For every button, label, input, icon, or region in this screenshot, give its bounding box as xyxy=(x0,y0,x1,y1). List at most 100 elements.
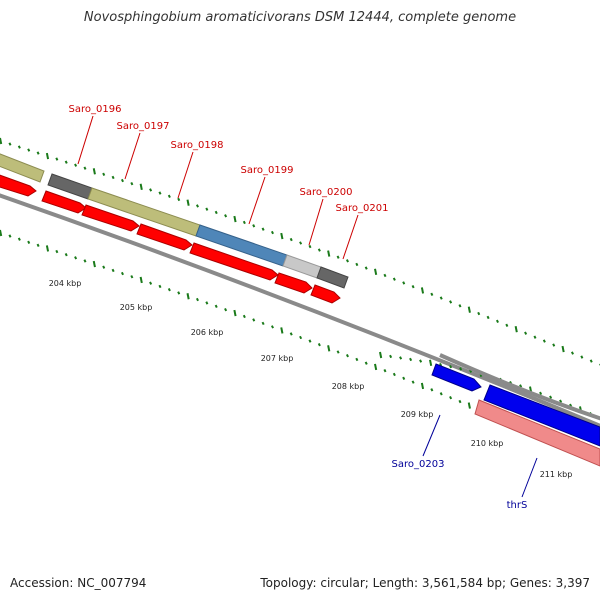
gene-label-saro-0201[interactable]: Saro_0201 xyxy=(336,203,389,214)
gene-labels: Saro_0196 Saro_0197 Saro_0198 Saro_0199 … xyxy=(69,104,528,511)
scale-tick xyxy=(242,314,246,319)
scale-tick xyxy=(458,304,462,308)
scale-tick xyxy=(439,392,443,396)
scale-tick xyxy=(449,300,453,304)
scale-tick xyxy=(195,204,199,208)
scale-tick xyxy=(17,145,21,149)
gene-label-thrs[interactable]: thrS xyxy=(507,500,528,511)
scale-tick xyxy=(402,376,406,380)
scale-tick xyxy=(120,271,124,276)
scale-tick xyxy=(379,351,383,359)
cds-arrow-saro-0199 xyxy=(189,242,279,281)
scale-tick xyxy=(252,318,256,322)
accession-text: Accession: NC_007794 xyxy=(10,576,147,590)
scale-tick xyxy=(420,287,425,294)
scale-tick xyxy=(364,266,368,270)
scale-tick xyxy=(233,309,237,317)
scale-tick xyxy=(8,234,12,238)
scale-tick xyxy=(355,262,359,267)
scale-tick xyxy=(167,287,171,292)
scale-tick xyxy=(280,232,284,240)
scale-tick xyxy=(374,268,378,275)
leader-saro-0197 xyxy=(124,132,141,180)
gene-label-saro-0203[interactable]: Saro_0203 xyxy=(392,459,445,470)
leader-saro-0203 xyxy=(422,414,441,457)
scale-tick xyxy=(111,268,115,273)
feature-bar-saro-0201 xyxy=(316,266,349,289)
cds-arrow-saro-0198 xyxy=(136,223,193,251)
scale-tick xyxy=(430,388,434,392)
scale-tick xyxy=(74,256,78,260)
scale-tick xyxy=(420,382,425,390)
scale-tick xyxy=(505,323,509,327)
scale-tick xyxy=(261,227,265,231)
scale-tick xyxy=(214,304,218,308)
scale-tick xyxy=(419,359,423,363)
scale-tick xyxy=(336,350,340,354)
feature-bar-olive-left xyxy=(0,153,45,183)
leader-saro-0198 xyxy=(177,151,194,199)
scale-tick xyxy=(83,166,87,170)
scale-tick xyxy=(467,306,471,313)
scale-tick xyxy=(0,137,3,145)
scale-tick xyxy=(449,395,453,400)
scale-tick xyxy=(495,319,499,324)
scale-tick xyxy=(374,363,378,371)
scale-tick xyxy=(186,199,190,206)
cds-arrow-saro-0197 xyxy=(81,204,140,232)
scale-tick xyxy=(280,327,284,334)
gene-label-saro-0198[interactable]: Saro_0198 xyxy=(171,140,224,151)
gene-label-saro-0196[interactable]: Saro_0196 xyxy=(69,104,122,115)
scale-tick xyxy=(83,259,87,263)
scale-tick xyxy=(177,291,181,295)
scale-tick xyxy=(355,357,359,362)
scale-tick xyxy=(402,281,406,285)
scale-tick xyxy=(561,345,565,353)
scale-tick xyxy=(392,372,396,377)
scale-tick xyxy=(409,357,413,362)
scale-tick xyxy=(120,178,124,183)
scale-tick xyxy=(27,148,31,152)
cds-arrow-saro-0203 xyxy=(431,363,482,392)
scale-tick xyxy=(289,237,293,242)
scale-tick xyxy=(252,224,256,228)
scale-tick xyxy=(411,380,415,384)
scale-tick xyxy=(130,275,134,279)
gene-label-saro-0200[interactable]: Saro_0200 xyxy=(300,187,353,198)
scale-tick xyxy=(459,367,463,371)
scale-tick xyxy=(45,245,50,252)
leader-saro-0200 xyxy=(308,198,324,246)
genome-summary-text: Topology: circular; Length: 3,561,584 bp… xyxy=(260,576,590,590)
scale-tick xyxy=(130,181,134,186)
scale-tick xyxy=(519,384,523,388)
scale-tick xyxy=(149,188,153,192)
scale-tick xyxy=(195,297,199,302)
scale-tick xyxy=(111,175,115,180)
gene-label-saro-0199[interactable]: Saro_0199 xyxy=(241,165,294,176)
scale-tick xyxy=(270,325,274,329)
genome-backbone xyxy=(0,193,600,428)
scale-tick xyxy=(92,260,96,268)
scale-tick xyxy=(345,259,349,263)
scale-tick xyxy=(233,215,237,223)
scale-tick xyxy=(139,183,143,190)
scale-tick xyxy=(524,331,528,335)
scale-tick xyxy=(477,311,481,316)
cds-track-red xyxy=(0,174,341,304)
scale-tick xyxy=(399,356,403,360)
leader-saro-0196 xyxy=(77,115,94,165)
scale-tick xyxy=(570,351,574,355)
scale-tick xyxy=(177,197,181,202)
scale-tick xyxy=(580,355,584,359)
leader-saro-0201 xyxy=(342,214,359,260)
scale-tick xyxy=(45,152,50,160)
scale-tick xyxy=(224,307,228,312)
scale-tick xyxy=(270,230,274,235)
scale-label-208: 208 kbp xyxy=(332,382,365,391)
feature-bar-thrs xyxy=(474,399,600,467)
cds-arrow-saro-0196 xyxy=(41,190,87,214)
scale-tick xyxy=(55,249,59,254)
gene-label-saro-0197[interactable]: Saro_0197 xyxy=(117,121,170,132)
